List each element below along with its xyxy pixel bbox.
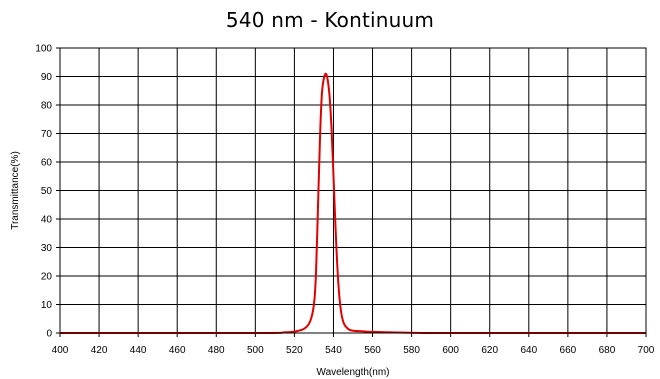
x-tick-label: 400 [52, 345, 69, 356]
x-tick-label: 520 [286, 345, 303, 356]
x-tick-label: 660 [560, 345, 577, 356]
x-tick-label: 540 [325, 345, 342, 356]
x-tick-label: 560 [364, 345, 381, 356]
x-tick-label: 600 [442, 345, 459, 356]
x-tick-label: 620 [481, 345, 498, 356]
y-tick-label: 90 [41, 72, 53, 83]
x-tick-label: 420 [91, 345, 108, 356]
plot-frame [59, 47, 647, 334]
x-tick-label: 460 [169, 345, 186, 356]
y-tick-label: 80 [41, 101, 53, 112]
y-tick-label: 60 [41, 158, 53, 169]
tick-labels: 400 420 440 460 480 500 520 540 560 580 600 620 640 6… [35, 44, 654, 357]
transmittance-line [59, 72, 646, 335]
y-tick-label: 10 [41, 300, 53, 311]
grid [59, 47, 647, 334]
x-tick-label: 680 [599, 345, 616, 356]
y-tick-label: 20 [41, 272, 53, 283]
x-tick-label: 700 [638, 345, 655, 356]
y-tick-label: 100 [35, 44, 52, 55]
y-tick-label: 0 [46, 329, 52, 340]
chart-title: 540 nm - Kontinuum [225, 8, 435, 32]
y-tick-label: 30 [41, 243, 53, 254]
x-tick-label: 440 [130, 345, 147, 356]
series-layer [59, 72, 646, 335]
x-tick-label: 480 [208, 345, 225, 356]
y-tick-label: 70 [41, 129, 53, 140]
y-tick-label: 40 [41, 215, 53, 226]
y-tick-label: 50 [41, 186, 53, 197]
x-tick-label: 580 [403, 345, 420, 356]
x-tick-label: 640 [520, 345, 537, 356]
x-axis-label: Wavelength(nm) [317, 367, 390, 378]
x-tick-label: 500 [247, 345, 264, 356]
y-axis-label: Transmittance(%) [10, 151, 21, 230]
